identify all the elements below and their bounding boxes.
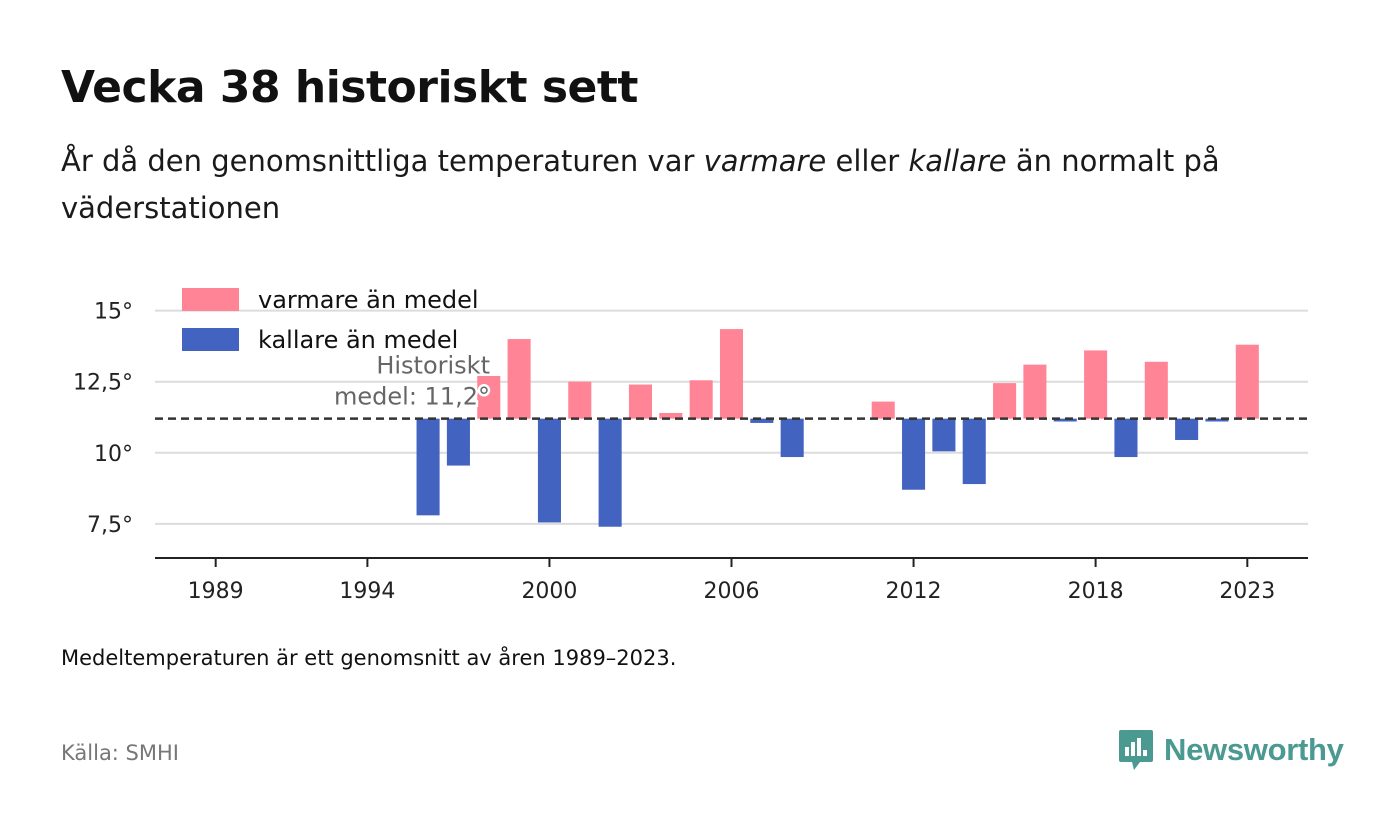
bar-warm — [1023, 364, 1047, 419]
x-tick-label: 1994 — [339, 579, 395, 604]
x-tick-label: 2000 — [521, 579, 577, 604]
newsworthy-logo-icon — [1119, 730, 1153, 770]
y-tick-label: 7,5° — [87, 513, 133, 538]
bar-cold — [446, 418, 470, 466]
bar-cold — [598, 418, 622, 527]
x-tick-label: 2006 — [704, 579, 760, 604]
subtitle-cold: kallare — [908, 144, 1007, 178]
bar-cold — [750, 418, 774, 423]
x-tick-label: 2023 — [1219, 579, 1275, 604]
bar-cold — [1205, 418, 1229, 422]
chart-note: Medeltemperaturen är ett genomsnitt av å… — [61, 646, 677, 670]
bar-warm — [477, 376, 501, 419]
legend-label: varmare än medel — [258, 286, 479, 314]
bar-warm — [719, 329, 744, 419]
bar-cold — [537, 418, 561, 523]
subtitle-warm: varmare — [703, 144, 827, 178]
x-tick-label: 1989 — [188, 579, 244, 604]
bar-warm — [1235, 344, 1259, 419]
chart-title: Vecka 38 historiskt sett — [61, 62, 638, 113]
baseline-label: medel: 11,2° — [334, 383, 490, 411]
x-tick-label: 2018 — [1068, 579, 1124, 604]
subtitle-text: eller — [826, 144, 909, 178]
bar-cold — [416, 418, 440, 516]
bar-warm — [993, 383, 1017, 419]
bar-warm — [659, 412, 683, 419]
bar-cold — [902, 418, 926, 490]
bar-warm — [568, 381, 592, 419]
legend-swatch — [182, 328, 239, 351]
bar-warm — [689, 380, 713, 419]
bar-warm — [507, 339, 531, 419]
bar-warm — [1084, 350, 1108, 419]
bar-warm — [871, 401, 895, 419]
bar-cold — [1114, 418, 1138, 458]
x-tick-label: 2012 — [886, 579, 942, 604]
bar-cold — [1175, 418, 1199, 440]
source-label: Källa: SMHI — [61, 741, 179, 765]
legend-label: kallare än medel — [258, 326, 458, 354]
y-tick-label: 10° — [94, 442, 133, 467]
y-tick-label: 12,5° — [73, 371, 133, 396]
subtitle-text: än normalt på väderstationen — [61, 144, 1220, 225]
chart-subtitle: År då den genomsnittliga temperaturen va… — [61, 138, 1321, 232]
legend-swatch — [182, 288, 239, 311]
brand-logo: Newsworthy — [1118, 728, 1344, 772]
bar-cold — [932, 418, 956, 452]
bar-warm — [628, 384, 653, 419]
subtitle-text: År då den genomsnittliga temperaturen va… — [61, 144, 704, 178]
brand-name: Newsworthy — [1164, 732, 1344, 767]
bar-cold — [780, 418, 804, 458]
baseline-label: Historiskt — [376, 352, 490, 380]
bar-cold — [1053, 418, 1077, 422]
y-tick-label: 15° — [94, 300, 133, 325]
bar-cold — [962, 418, 986, 485]
bar-chart: 7,5° 10° 12,5° 15° Historiskt medel: 11,2° 198… — [73, 286, 1308, 604]
bar-warm — [1144, 361, 1168, 419]
